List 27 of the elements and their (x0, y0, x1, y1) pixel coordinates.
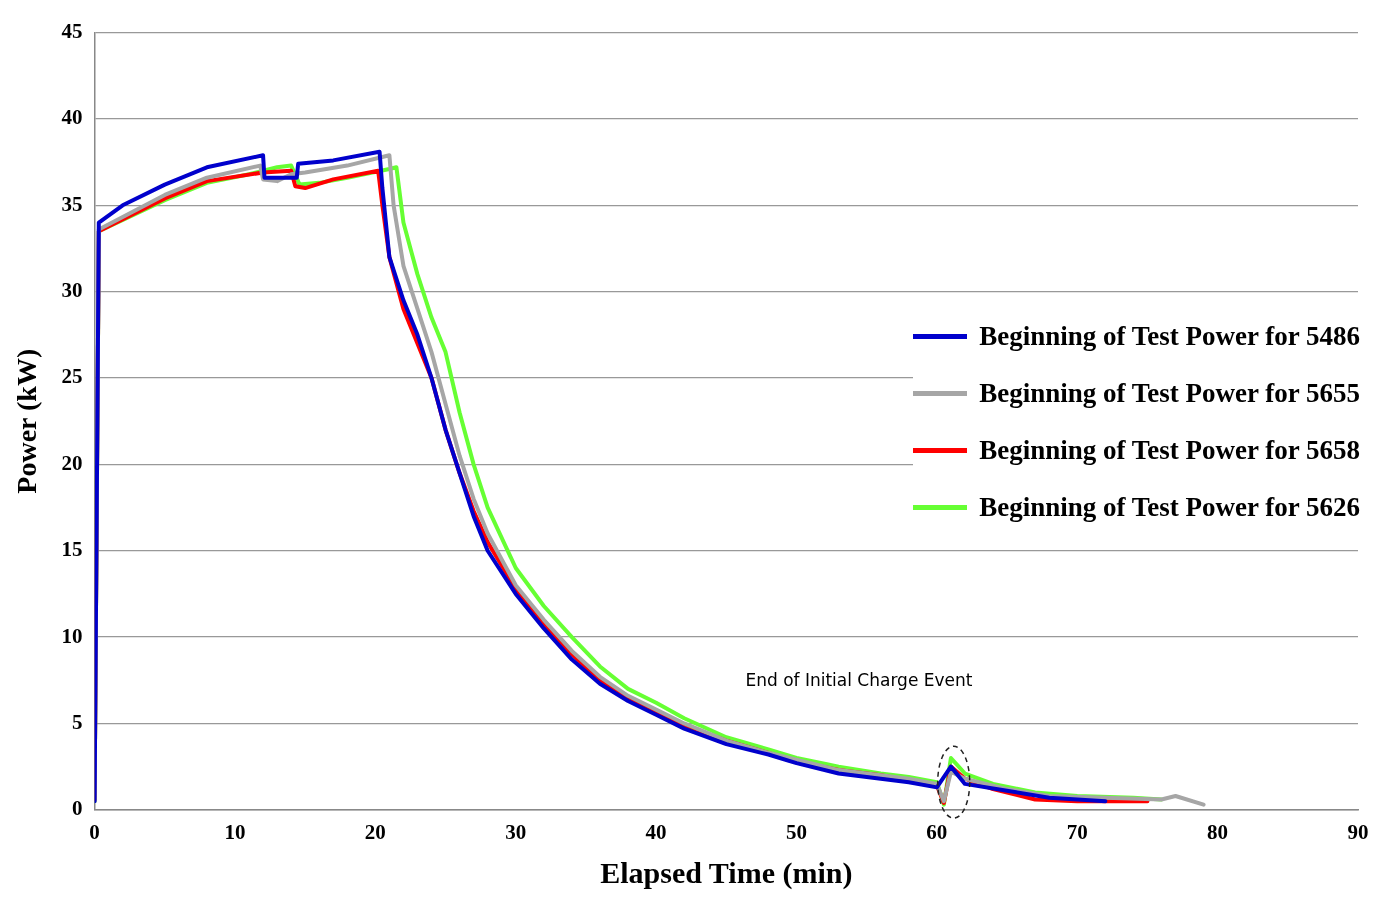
legend-label: Beginning of Test Power for 5658 (979, 435, 1360, 466)
x-tick-label: 30 (505, 819, 527, 844)
x-tick-label: 70 (1066, 819, 1088, 844)
y-tick-label: 20 (61, 450, 83, 475)
x-tick-label: 80 (1207, 819, 1229, 844)
y-tick-label: 40 (61, 105, 83, 130)
x-tick-label: 60 (926, 819, 948, 844)
x-tick-label: 50 (785, 819, 807, 844)
y-tick-label: 35 (61, 191, 83, 216)
y-tick-label: 45 (61, 19, 83, 44)
legend-label: Beginning of Test Power for 5486 (979, 321, 1360, 352)
x-tick-label: 20 (364, 819, 386, 844)
legend-label: Beginning of Test Power for 5655 (979, 378, 1360, 409)
x-tick-label: 90 (1347, 819, 1369, 844)
y-tick-label: 0 (72, 796, 83, 821)
y-tick-label: 30 (61, 278, 83, 303)
y-axis-title: Power (kW) (11, 348, 43, 494)
y-tick-label: 25 (61, 364, 83, 389)
annotation: End of Initial Charge Event (745, 669, 973, 690)
x-tick-label: 0 (89, 819, 100, 844)
y-tick-label: 10 (61, 623, 83, 648)
y-tick-label: 15 (61, 537, 83, 562)
x-tick-label: 10 (224, 819, 246, 844)
x-tick-label: 40 (645, 819, 667, 844)
x-axis-title: Elapsed Time (min) (600, 855, 853, 890)
legend-label: Beginning of Test Power for 5626 (979, 492, 1360, 523)
y-tick-label: 5 (72, 709, 83, 734)
